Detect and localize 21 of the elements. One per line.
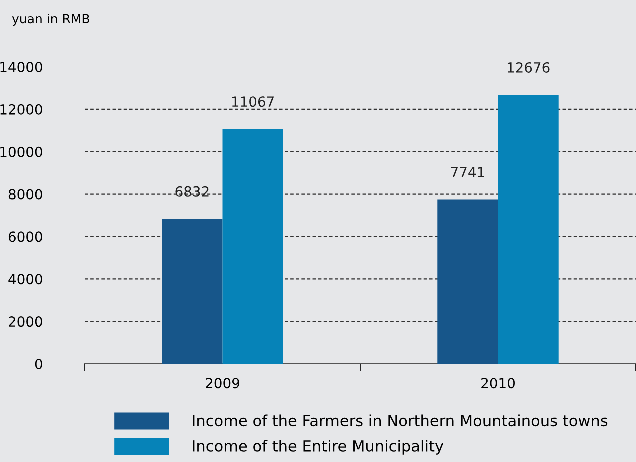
data-label: 11067: [232, 96, 274, 108]
bar: [498, 95, 559, 364]
y-tick-label: 8000: [8, 189, 42, 200]
y-tick-label: 6000: [8, 232, 42, 242]
data-label: 12676: [508, 62, 550, 73]
y-tick-label: 12000: [0, 104, 42, 115]
data-label: 6832: [176, 186, 209, 197]
legend-label: Income of the Farmers in Northern Mountainous towns: [193, 414, 608, 427]
bar: [222, 129, 284, 364]
x-tick-label: 2009: [206, 378, 240, 389]
y-tick-label: 14000: [0, 62, 42, 72]
x-tick-label: 2010: [482, 378, 515, 389]
y-tick-label: 2000: [9, 316, 42, 328]
y-tick-label: 4000: [8, 274, 42, 285]
data-label: 7741: [451, 167, 484, 178]
bar: [162, 219, 223, 364]
bar: [438, 200, 498, 364]
legend-label: Income of the Entire Municipality: [193, 440, 444, 455]
y-axis-title: yuan in RMB: [12, 14, 90, 26]
y-tick-label: 10000: [0, 146, 42, 158]
y-tick-label: 0: [35, 358, 42, 370]
